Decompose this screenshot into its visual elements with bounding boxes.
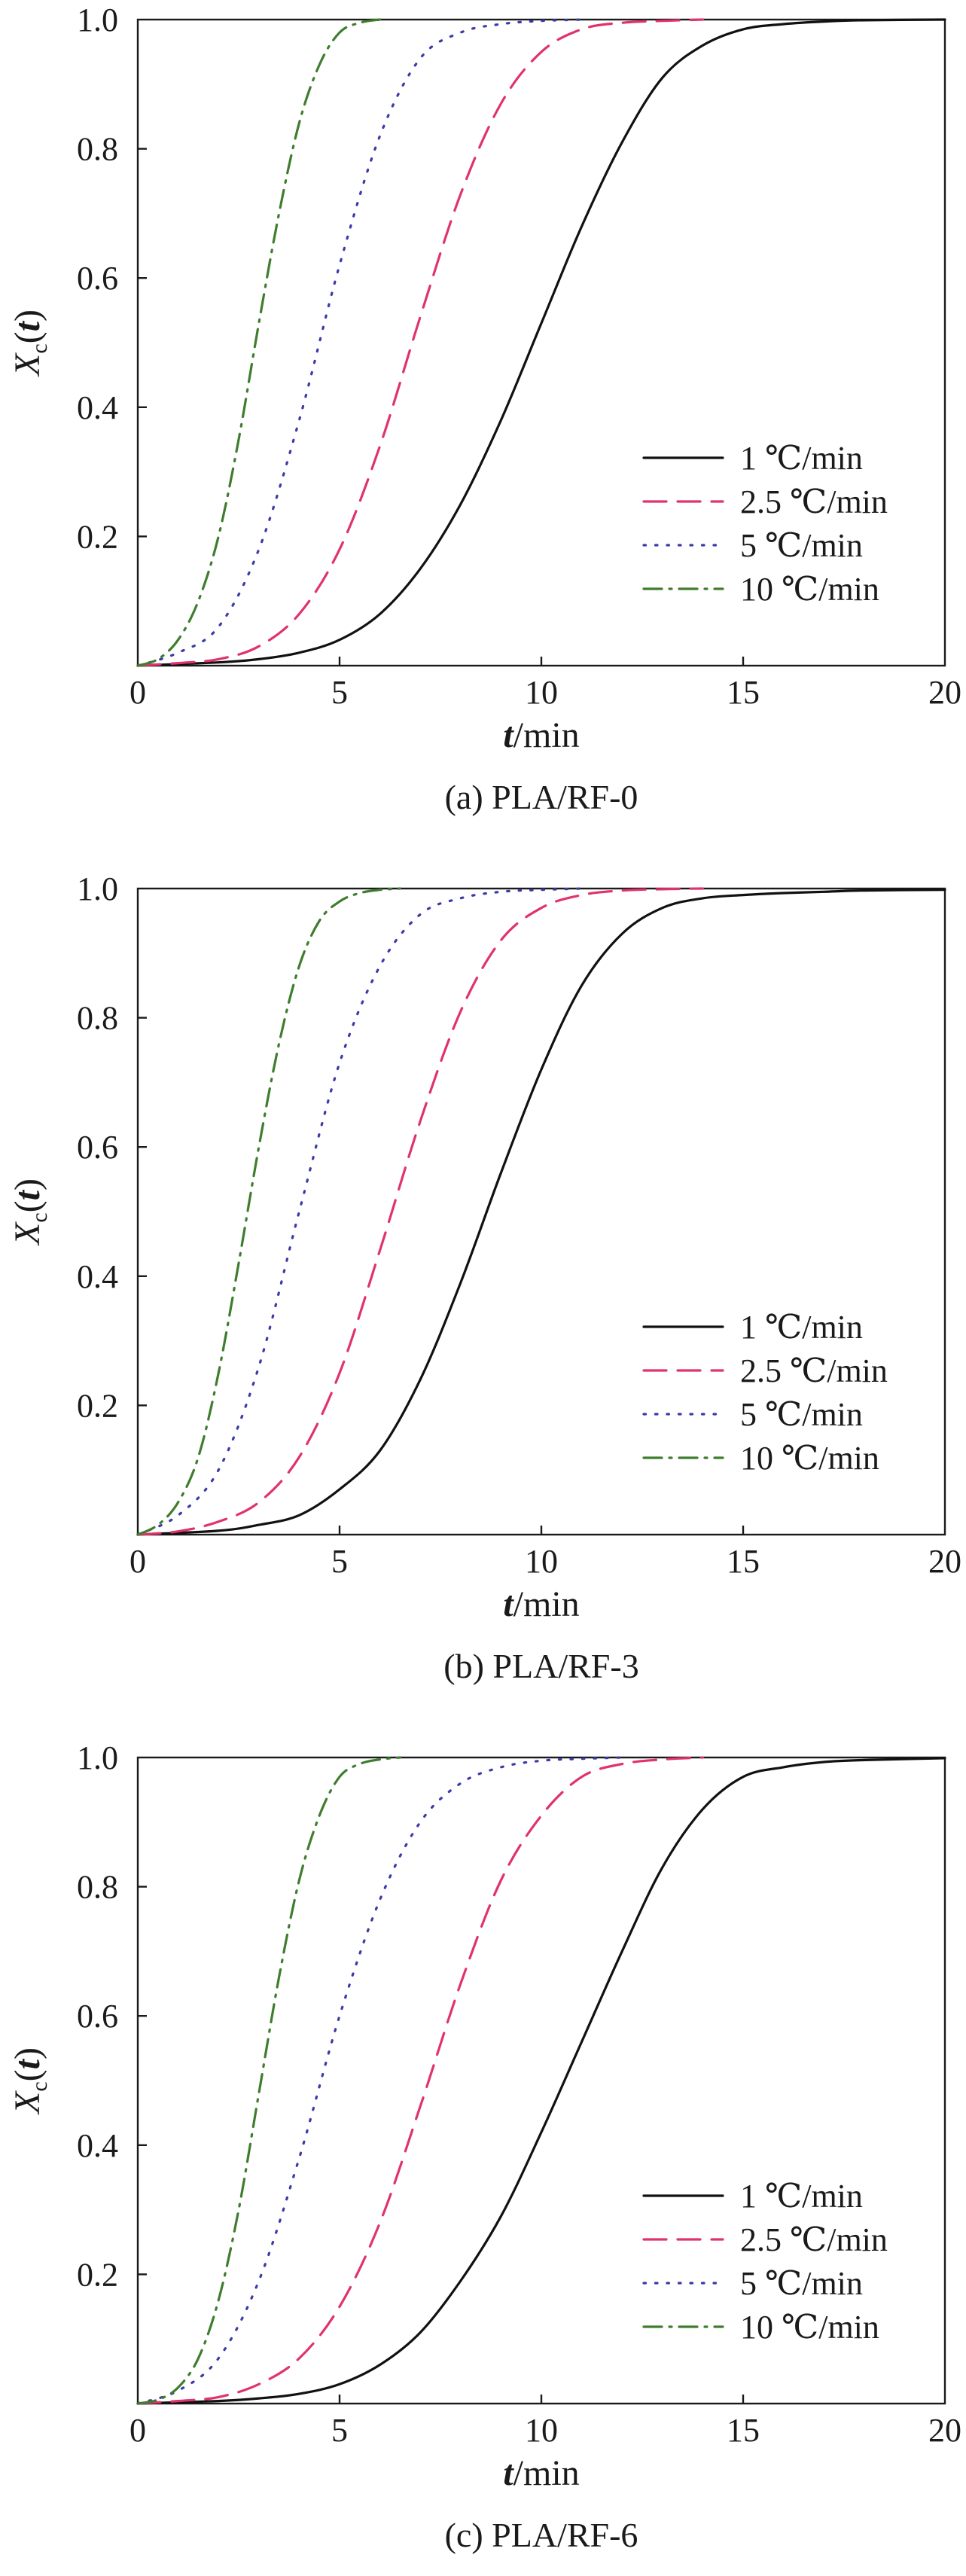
series-line-3 [136,1756,401,2405]
x-tick-label: 10 [525,674,558,711]
legend-label-1: 2.5 ℃/min [740,483,888,520]
y-axis-arg: t [8,320,47,331]
y-axis-paren-open: ( [8,1200,47,1212]
x-axis-label: t/min [503,1584,579,1624]
x-tick-label: 0 [130,674,146,711]
x-tick-label: 0 [130,2412,146,2449]
legend-label-1: 2.5 ℃/min [740,2221,888,2258]
plot-frame [136,18,946,667]
legend-label-2: 5 ℃/min [740,527,863,564]
panel-caption: (a) PLA/RF-0 [445,778,638,816]
legend-label-0: 1 ℃/min [740,2178,863,2215]
plot-frame [136,1756,946,2405]
y-tick-label: 0.8 [77,1869,118,1906]
legend-label-2: 5 ℃/min [740,1396,863,1433]
y-axis-label: Xc(t) [8,1178,52,1246]
y-axis-var: X [8,2090,47,2115]
x-tick-label: 15 [727,674,760,711]
y-tick-label: 0.6 [77,1998,118,2035]
y-tick-label: 0.2 [77,2256,118,2293]
y-tick-label: 1.0 [77,870,118,907]
y-axis-paren-close: ) [8,1178,47,1190]
legend-label-3: 10 ℃/min [740,1440,879,1477]
x-tick-label: 5 [331,1543,348,1580]
legend-label-1: 2.5 ℃/min [740,1352,888,1389]
x-tick-label: 20 [928,674,961,711]
x-axis-unit: /min [513,715,580,755]
series-line-0 [136,18,946,667]
series-line-0 [136,1757,946,2405]
series-line-3 [136,887,401,1536]
series-line-0 [136,889,946,1536]
y-tick-label: 0.4 [77,389,118,426]
legend-label-2: 5 ℃/min [740,2265,863,2302]
y-axis-sub: c [27,1212,52,1222]
x-tick-label: 5 [331,2412,348,2449]
series-line-2 [136,887,584,1536]
x-axis-unit: /min [513,1584,580,1624]
series-line-1 [136,887,704,1536]
x-tick-label: 10 [525,2412,558,2449]
y-tick-label: 1.0 [77,2,118,38]
x-axis-label: t/min [503,2453,579,2493]
x-tick-label: 0 [130,1543,146,1580]
y-axis-label: Xc(t) [8,2047,52,2115]
y-axis-sub: c [27,343,52,353]
y-tick-label: 0.2 [77,1387,118,1424]
y-axis-var: X [8,352,47,377]
x-tick-label: 10 [525,1543,558,1580]
y-tick-label: 0.4 [77,1258,118,1295]
y-tick-label: 0.8 [77,1000,118,1037]
series-line-3 [136,18,382,667]
y-axis-sub: c [27,2081,52,2091]
x-tick-label: 20 [928,1543,961,1580]
legend-label-0: 1 ℃/min [740,1309,863,1346]
y-tick-label: 0.8 [77,131,118,168]
x-axis-label: t/min [503,715,579,755]
plot-frame [136,887,946,1536]
y-axis-label: Xc(t) [8,309,52,377]
series-line-1 [136,18,704,667]
y-tick-label: 0.4 [77,2127,118,2164]
x-tick-label: 5 [331,674,348,711]
x-axis-var: t [503,715,514,755]
y-axis-paren-open: ( [8,331,47,343]
x-tick-label: 15 [727,1543,760,1580]
y-axis-paren-open: ( [8,2069,47,2081]
x-axis-unit: /min [513,2453,580,2493]
y-axis-arg: t [8,2058,47,2069]
y-axis-paren-close: ) [8,309,47,322]
y-tick-label: 1.0 [77,1739,118,1776]
y-tick-label: 0.2 [77,518,118,555]
x-tick-label: 20 [928,2412,961,2449]
series-line-2 [136,18,584,667]
panel-caption: (c) PLA/RF-6 [445,2516,638,2554]
y-tick-label: 0.6 [77,260,118,297]
x-tick-label: 15 [727,2412,760,2449]
panel-caption: (b) PLA/RF-3 [443,1647,638,1685]
y-axis-paren-close: ) [8,2047,47,2059]
y-axis-var: X [8,1221,47,1246]
legend-label-3: 10 ℃/min [740,571,879,608]
y-axis-arg: t [8,1189,47,1200]
y-tick-label: 0.6 [77,1129,118,1166]
x-axis-var: t [503,1584,514,1624]
legend-label-3: 10 ℃/min [740,2309,879,2346]
series-line-1 [136,1756,704,2405]
x-axis-var: t [503,2453,514,2493]
legend-label-0: 1 ℃/min [740,440,863,477]
series-line-2 [136,1756,623,2405]
